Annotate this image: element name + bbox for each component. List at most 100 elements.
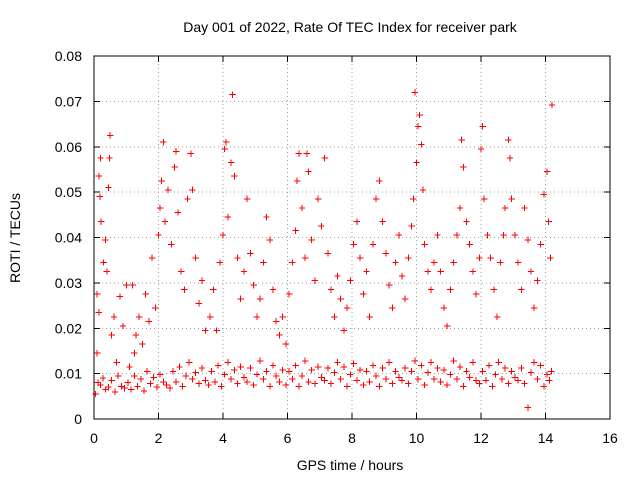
roti-data-point — [198, 364, 206, 372]
roti-data-point — [256, 357, 264, 365]
roti-data-point — [431, 375, 438, 383]
roti-data-point — [482, 377, 490, 384]
roti-data-point — [466, 241, 473, 248]
roti-data-point — [343, 383, 351, 390]
roti-data-point — [546, 377, 553, 384]
roti-data-point — [493, 313, 501, 321]
roti-data-point — [305, 168, 312, 175]
roti-data-point — [144, 368, 151, 375]
roti-data-point — [490, 286, 498, 293]
x-tick-label: 14 — [538, 430, 554, 446]
y-axis-label: ROTI / TECUs — [7, 193, 23, 283]
roti-data-point — [543, 168, 551, 175]
roti-data-point — [137, 375, 144, 383]
roti-data-point — [231, 366, 238, 374]
roti-data-point — [231, 173, 238, 180]
roti-data-point — [347, 277, 354, 284]
roti-data-point — [282, 340, 290, 348]
roti-data-point — [548, 101, 556, 109]
roti-data-point — [132, 331, 140, 339]
roti-data-point — [501, 364, 509, 372]
x-tick-label: 12 — [473, 430, 489, 446]
roti-data-point — [118, 383, 125, 390]
roti-data-point — [463, 218, 470, 225]
roti-data-point — [382, 250, 390, 257]
roti-data-point — [385, 281, 393, 289]
roti-data-point — [223, 139, 230, 146]
roti-data-point — [155, 232, 162, 239]
roti-data-point — [97, 381, 104, 389]
roti-data-point — [498, 375, 506, 383]
roti-data-point — [456, 204, 464, 212]
roti-data-point — [266, 236, 273, 243]
roti-data-point — [292, 362, 299, 369]
roti-data-point — [443, 381, 451, 389]
roti-data-point — [227, 159, 235, 166]
roti-data-point — [123, 281, 130, 289]
roti-data-point — [282, 381, 290, 389]
roti-data-point — [353, 218, 361, 225]
y-tick-label: 0.07 — [55, 93, 82, 109]
roti-data-point — [131, 372, 138, 380]
roti-data-point — [419, 186, 427, 194]
roti-data-point — [168, 241, 175, 248]
roti-data-point — [343, 304, 351, 312]
roti-data-point — [311, 380, 319, 387]
roti-data-point — [184, 195, 191, 203]
roti-data-point — [331, 313, 338, 321]
roti-data-point — [227, 375, 235, 383]
chart-title: Day 001 of 2022, Rate Of TEC Index for r… — [183, 19, 518, 35]
roti-data-point — [260, 259, 267, 266]
roti-data-point — [295, 383, 302, 390]
roti-data-point — [372, 195, 380, 203]
roti-data-point — [99, 374, 107, 382]
roti-data-point — [511, 374, 519, 381]
roti-data-point — [548, 368, 555, 375]
roti-data-point — [113, 359, 120, 366]
roti-data-point — [208, 368, 215, 375]
x-axis-label: GPS time / hours — [297, 457, 404, 473]
roti-data-point — [414, 123, 422, 130]
roti-data-point — [481, 195, 488, 203]
roti-data-point — [340, 327, 348, 334]
y-tick-label: 0.08 — [55, 48, 82, 64]
roti-data-point — [311, 277, 319, 284]
roti-data-point — [263, 213, 270, 221]
roti-data-point — [318, 222, 325, 230]
roti-data-point — [269, 362, 277, 369]
roti-data-point — [273, 318, 280, 325]
roti-data-point — [289, 259, 296, 266]
roti-data-point — [521, 204, 528, 212]
roti-data-point — [314, 363, 322, 371]
roti-data-point — [219, 232, 227, 239]
roti-data-point — [263, 368, 270, 375]
roti-data-point — [102, 236, 109, 243]
roti-data-point — [379, 218, 386, 225]
roti-data-point — [303, 150, 311, 157]
roti-data-point — [472, 377, 480, 384]
roti-data-point — [458, 136, 465, 144]
roti-data-point — [337, 375, 344, 383]
roti-data-point — [308, 366, 315, 374]
roti-data-point — [108, 377, 115, 384]
x-tick-label: 10 — [409, 430, 425, 446]
roti-data-point — [308, 236, 315, 243]
roti-data-point — [94, 291, 101, 298]
roti-data-point — [477, 145, 485, 153]
roti-data-point — [540, 383, 548, 390]
roti-data-point — [221, 145, 228, 153]
roti-data-point — [500, 232, 507, 239]
y-tick-label: 0.06 — [55, 139, 82, 155]
roti-data-point — [347, 371, 354, 378]
roti-data-point — [437, 378, 444, 385]
roti-data-point — [505, 136, 512, 144]
roti-data-point — [298, 372, 306, 380]
gridlines — [94, 56, 610, 419]
roti-data-point — [321, 154, 328, 162]
roti-data-point — [160, 139, 167, 146]
roti-data-point — [531, 304, 538, 312]
roti-data-point — [485, 362, 493, 369]
